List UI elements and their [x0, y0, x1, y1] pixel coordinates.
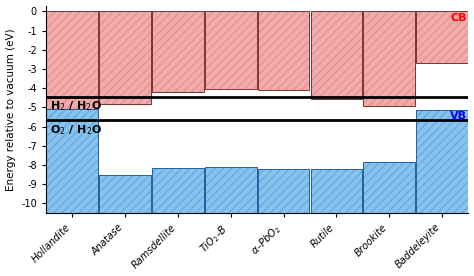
Bar: [364, 162, 415, 213]
Bar: [46, 109, 98, 213]
Bar: [152, 11, 204, 92]
Text: CB: CB: [451, 13, 467, 23]
Bar: [310, 169, 362, 213]
Bar: [205, 167, 256, 213]
Bar: [364, 162, 415, 213]
Bar: [258, 169, 310, 213]
Bar: [416, 110, 468, 213]
Bar: [258, 169, 310, 213]
Bar: [152, 168, 204, 213]
Bar: [310, 11, 362, 99]
Bar: [364, 11, 415, 107]
Bar: [310, 11, 362, 99]
Bar: [205, 11, 256, 89]
Bar: [416, 110, 468, 213]
Bar: [46, 109, 98, 213]
Bar: [258, 11, 310, 90]
Text: VB: VB: [450, 111, 467, 121]
Text: O$_2$ / H$_2$O: O$_2$ / H$_2$O: [50, 123, 102, 137]
Bar: [416, 11, 468, 63]
Bar: [46, 11, 98, 109]
Bar: [152, 11, 204, 92]
Bar: [310, 169, 362, 213]
Text: H$_2$ / H$_2$O: H$_2$ / H$_2$O: [50, 100, 102, 113]
Bar: [205, 167, 256, 213]
Bar: [99, 11, 151, 104]
Bar: [46, 11, 98, 109]
Bar: [205, 11, 256, 89]
Bar: [416, 11, 468, 63]
Bar: [99, 175, 151, 213]
Bar: [99, 11, 151, 104]
Y-axis label: Energy relative to vacuum (eV): Energy relative to vacuum (eV): [6, 28, 16, 191]
Bar: [258, 11, 310, 90]
Bar: [99, 175, 151, 213]
Bar: [364, 11, 415, 107]
Bar: [152, 168, 204, 213]
